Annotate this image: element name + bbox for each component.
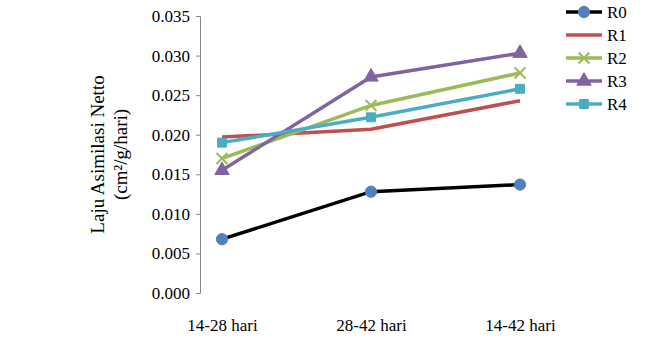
x-tick-label: 14-28 hari [187,316,258,335]
series-line [222,53,520,170]
legend-label: R2 [607,49,627,68]
y-axis: 0.000 0.005 0.010 0.015 0.020 0.025 0.030 0.035 [152,7,201,303]
legend-item: R0 [566,3,627,22]
chart: 0.000 0.005 0.010 0.015 0.020 0.025 0.030 0.035… [0,0,646,353]
x-tick-label: 14-42 hari [485,316,556,335]
y-tick-mark [196,214,200,215]
y-tick-label: 0.010 [152,205,190,224]
legend-item: R4 [566,95,627,114]
point-marker [215,162,229,174]
y-tick: 0.005 [152,244,200,263]
legend-item: R2 [566,49,627,68]
series-line [222,185,520,240]
y-axis-title-line: (cm²/g/hari) [110,109,132,200]
y-axis-title-line: Laju Asimilasi Netto [87,75,108,233]
legend-marker [579,53,590,64]
y-tick-mark [196,16,200,17]
x-axis: 14-28 hari 28-42 hari 14-42 hari [187,316,556,335]
point-marker [516,84,525,93]
y-tick: 0.000 [152,284,200,303]
point-marker [216,234,227,245]
legend-label: R4 [607,95,627,114]
point-marker [514,179,525,190]
point-marker [364,69,378,81]
x-tick: 28-42 hari [336,316,407,335]
y-tick: 0.025 [152,86,200,105]
series-line [222,101,520,137]
y-tick: 0.010 [152,205,200,224]
y-tick: 0.030 [152,47,200,66]
legend-marker [578,6,589,17]
legend-label: R3 [607,72,627,91]
legend-label: R1 [607,26,627,45]
legend-label: R0 [607,3,627,22]
point-marker [218,138,227,147]
y-tick-label: 0.015 [152,165,190,184]
y-tick-label: 0.020 [152,126,190,145]
point-marker [513,45,527,57]
y-tick-label: 0.005 [152,244,190,263]
y-tick: 0.020 [152,126,200,145]
y-tick: 0.015 [152,165,200,184]
legend-marker [577,73,591,85]
y-tick-mark [196,174,200,175]
y-tick-mark [196,253,200,254]
legend-marker [580,100,589,109]
plot-area [215,45,527,245]
y-tick-label: 0.000 [152,284,190,303]
y-tick-label: 0.025 [152,86,190,105]
series-line [222,73,520,158]
y-tick-label: 0.030 [152,47,190,66]
x-tick: 14-42 hari [485,316,556,335]
y-tick-mark [196,95,200,96]
point-marker [367,113,376,122]
x-tick-label: 28-42 hari [336,316,407,335]
point-marker [365,186,376,197]
y-axis-line [196,17,201,294]
y-tick-mark [196,135,200,136]
y-tick-mark [196,293,200,294]
legend: R0 R1 R2 R3 R4 [566,3,627,114]
x-tick: 14-28 hari [187,316,258,335]
point-marker [366,100,377,111]
y-axis-title: Laju Asimilasi Netto(cm²/g/hari) [87,75,132,233]
legend-item: R1 [566,26,627,45]
legend-swatch [566,33,602,37]
y-tick-mark [196,56,200,57]
y-tick-label: 0.035 [152,7,190,26]
series-line [222,89,520,143]
legend-item: R3 [566,72,627,91]
y-tick: 0.035 [152,7,200,26]
point-marker [515,68,526,79]
